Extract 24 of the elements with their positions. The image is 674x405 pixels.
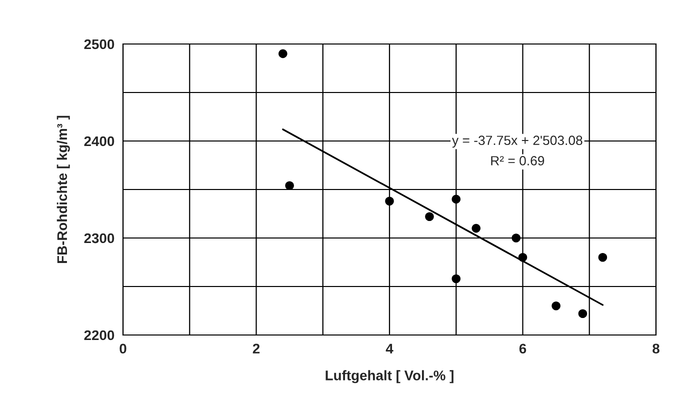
point	[598, 253, 608, 262]
y-tick-label: 2300	[84, 233, 114, 244]
point	[518, 253, 528, 262]
point	[385, 196, 394, 206]
y-tick-label: 2400	[84, 136, 114, 146]
y-axis-title: FB-Rohdichte [ kg/m³ ]	[56, 116, 70, 264]
x-tick-label: 2	[252, 344, 260, 354]
y-tick-label: 2200	[84, 330, 114, 340]
x-tick-label: 0	[120, 344, 126, 354]
point	[278, 49, 288, 58]
point	[512, 234, 520, 242]
x-axis-title: Luftgehalt [ Vol.-% ]	[326, 370, 454, 384]
point	[552, 302, 560, 310]
point	[472, 224, 481, 233]
x-tick-label: 4	[386, 344, 394, 354]
point	[452, 274, 461, 284]
point	[578, 309, 588, 318]
point	[452, 194, 461, 204]
x-tick-label: 8	[652, 344, 660, 354]
x-tick-label: 6	[519, 344, 526, 354]
y-tick-label: 2500	[84, 39, 114, 50]
annotation: R² = 0.69	[491, 156, 544, 166]
point	[425, 212, 434, 222]
annotation: y = -37.75x + 2'503.08	[452, 136, 582, 148]
